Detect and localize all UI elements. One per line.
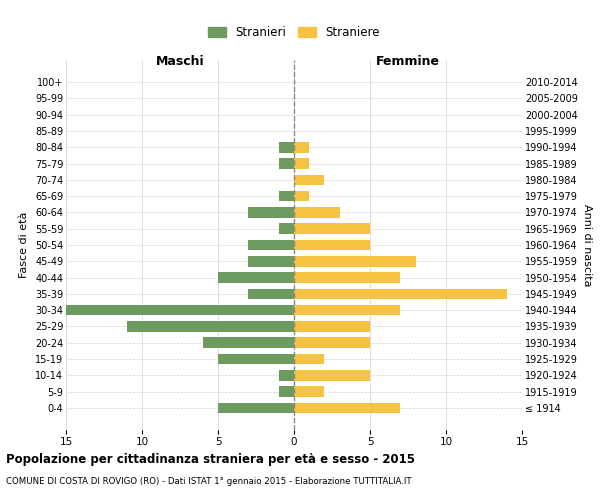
Bar [218, 402, 294, 413]
Bar [218, 272, 294, 283]
Text: COMUNE DI COSTA DI ROVIGO (RO) - Dati ISTAT 1° gennaio 2015 - Elaborazione TUTTI: COMUNE DI COSTA DI ROVIGO (RO) - Dati IS… [6, 478, 412, 486]
Text: Maschi: Maschi [155, 56, 205, 68]
Bar [294, 338, 370, 348]
Bar [294, 174, 325, 185]
Bar [66, 305, 294, 316]
Y-axis label: Anni di nascita: Anni di nascita [581, 204, 592, 286]
Bar [248, 256, 294, 266]
Legend: Stranieri, Straniere: Stranieri, Straniere [203, 22, 385, 44]
Bar [294, 240, 370, 250]
Bar [279, 158, 294, 169]
Bar [294, 305, 400, 316]
Bar [279, 142, 294, 152]
Bar [248, 207, 294, 218]
Bar [279, 386, 294, 397]
Y-axis label: Fasce di età: Fasce di età [19, 212, 29, 278]
Bar [294, 272, 400, 283]
Text: Popolazione per cittadinanza straniera per età e sesso - 2015: Popolazione per cittadinanza straniera p… [6, 452, 415, 466]
Bar [294, 191, 309, 202]
Bar [294, 142, 309, 152]
Bar [248, 288, 294, 299]
Bar [294, 158, 309, 169]
Bar [279, 191, 294, 202]
Text: Femmine: Femmine [376, 56, 440, 68]
Bar [294, 256, 416, 266]
Bar [294, 386, 325, 397]
Bar [218, 354, 294, 364]
Bar [203, 338, 294, 348]
Bar [279, 370, 294, 380]
Bar [294, 402, 400, 413]
Bar [294, 370, 370, 380]
Bar [294, 354, 325, 364]
Bar [294, 207, 340, 218]
Bar [248, 240, 294, 250]
Bar [294, 321, 370, 332]
Bar [294, 224, 370, 234]
Bar [294, 288, 507, 299]
Bar [279, 224, 294, 234]
Bar [127, 321, 294, 332]
